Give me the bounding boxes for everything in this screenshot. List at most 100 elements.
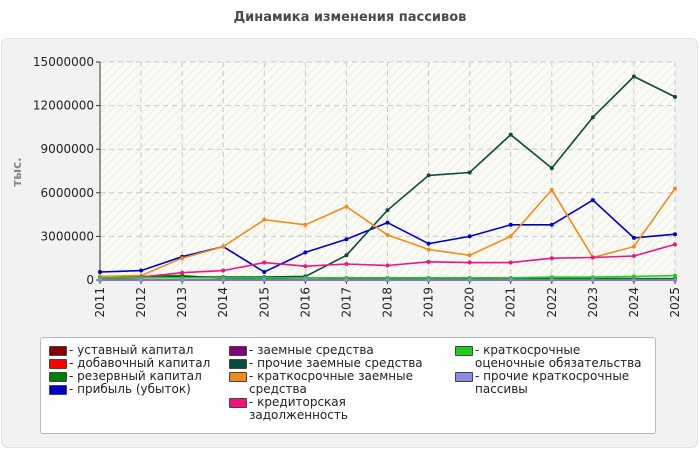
data-point [673, 278, 677, 282]
series-group [98, 74, 677, 282]
data-point [262, 278, 267, 282]
legend-item: - прочие заемные средства [229, 357, 423, 370]
x-tick-label: 2024 [627, 287, 641, 318]
data-point [385, 263, 390, 268]
data-point [385, 220, 390, 225]
data-point [139, 278, 144, 282]
line-chart: 0 3000000 6000000 9000000 12000000 15000000 20… [10, 55, 682, 318]
x-tick-label: 2022 [545, 287, 559, 318]
data-point [180, 270, 185, 275]
legend-item: - прибыль (убыток) [49, 383, 191, 396]
legend-label: - добавочный капитал [69, 356, 211, 370]
y-tick-label: 12000000 [33, 99, 94, 113]
x-tick-label: 2016 [298, 287, 312, 318]
data-point [467, 260, 472, 265]
data-point [508, 234, 513, 239]
legend-swatch [229, 398, 247, 408]
y-axis-label: тыс. [10, 157, 24, 186]
data-point [426, 259, 431, 264]
data-point [631, 274, 636, 279]
data-point [221, 268, 226, 273]
data-point [467, 170, 472, 175]
legend-swatch [229, 372, 247, 382]
legend-item: - краткосрочные оценочные обязательства [455, 344, 651, 369]
legend-label: - заемные средства [249, 343, 374, 357]
data-point [549, 256, 554, 261]
legend-label: - прочие краткосрочные пассивы [475, 369, 630, 396]
data-point [426, 278, 431, 282]
data-point [631, 244, 636, 249]
legend-swatch [229, 359, 247, 369]
legend-label: - краткосрочные оценочные обязательства [475, 343, 642, 370]
data-point [344, 204, 349, 209]
data-point [549, 275, 554, 280]
x-tick-label: 2020 [463, 287, 477, 318]
legend-label: - кредиторская задолженность [249, 395, 348, 422]
data-point [590, 198, 595, 203]
data-point [590, 275, 595, 280]
legend-swatch [229, 346, 247, 356]
legend-swatch [455, 372, 473, 382]
legend-label: - краткосрочные заемные средства [249, 369, 413, 396]
y-tick-label: 0 [86, 273, 94, 287]
data-point [98, 278, 102, 282]
legend-swatch [49, 385, 67, 395]
legend-item: - кредиторская задолженность [229, 396, 439, 421]
data-point [344, 237, 349, 242]
data-point [549, 187, 554, 192]
data-point [590, 115, 595, 120]
data-point [426, 173, 431, 178]
legend-item: - краткосрочные заемные средства [229, 370, 439, 395]
legend-item: - заемные средства [229, 344, 374, 357]
chart-title: Динамика изменения пассивов [233, 10, 467, 25]
data-point [508, 132, 513, 137]
legend-item: - добавочный капитал [49, 357, 210, 370]
legend-item: - уставный капитал [49, 344, 193, 357]
data-point [303, 264, 308, 269]
data-point [139, 268, 144, 273]
y-tick-label: 3000000 [41, 229, 94, 243]
legend-swatch [49, 359, 67, 369]
legend-label: - уставный капитал [69, 343, 194, 357]
legend-label: - резервный капитал [69, 369, 202, 383]
data-point [262, 270, 267, 275]
data-point [344, 253, 349, 258]
data-point [303, 222, 308, 227]
data-point [631, 74, 636, 79]
x-tick-label: 2012 [134, 287, 148, 318]
data-point [673, 232, 677, 237]
data-point [673, 242, 677, 247]
x-tick-label: 2018 [381, 287, 395, 318]
data-point [549, 278, 554, 282]
legend-label: - прибыль (убыток) [69, 382, 191, 396]
data-point [467, 278, 472, 282]
x-tick-label: 2023 [586, 287, 600, 318]
x-tick-label: 2019 [422, 287, 436, 318]
axes: 0 3000000 6000000 9000000 12000000 15000000 20… [33, 55, 682, 318]
legend-label: - прочие заемные средства [249, 356, 423, 370]
data-point [385, 232, 390, 237]
x-tick-label: 2015 [257, 287, 271, 318]
data-point [221, 278, 226, 282]
legend-item: - прочие краткосрочные пассивы [455, 370, 651, 395]
data-point [631, 278, 636, 282]
data-point [344, 262, 349, 267]
y-tick-label: 9000000 [41, 142, 94, 156]
y-tick-label: 15000000 [33, 55, 94, 69]
data-point [590, 278, 595, 282]
data-point [631, 235, 636, 240]
data-point [590, 255, 595, 260]
data-point [180, 256, 185, 261]
data-point [180, 278, 185, 282]
x-tick-label: 2017 [339, 287, 353, 318]
data-point [673, 186, 677, 191]
data-point [303, 250, 308, 255]
data-point [344, 278, 349, 282]
data-point [426, 241, 431, 246]
data-point [262, 217, 267, 222]
data-point [467, 253, 472, 258]
data-point [673, 94, 677, 99]
legend-item: - резервный капитал [49, 370, 202, 383]
legend-swatch [49, 372, 67, 382]
x-tick-label: 2025 [668, 287, 682, 318]
